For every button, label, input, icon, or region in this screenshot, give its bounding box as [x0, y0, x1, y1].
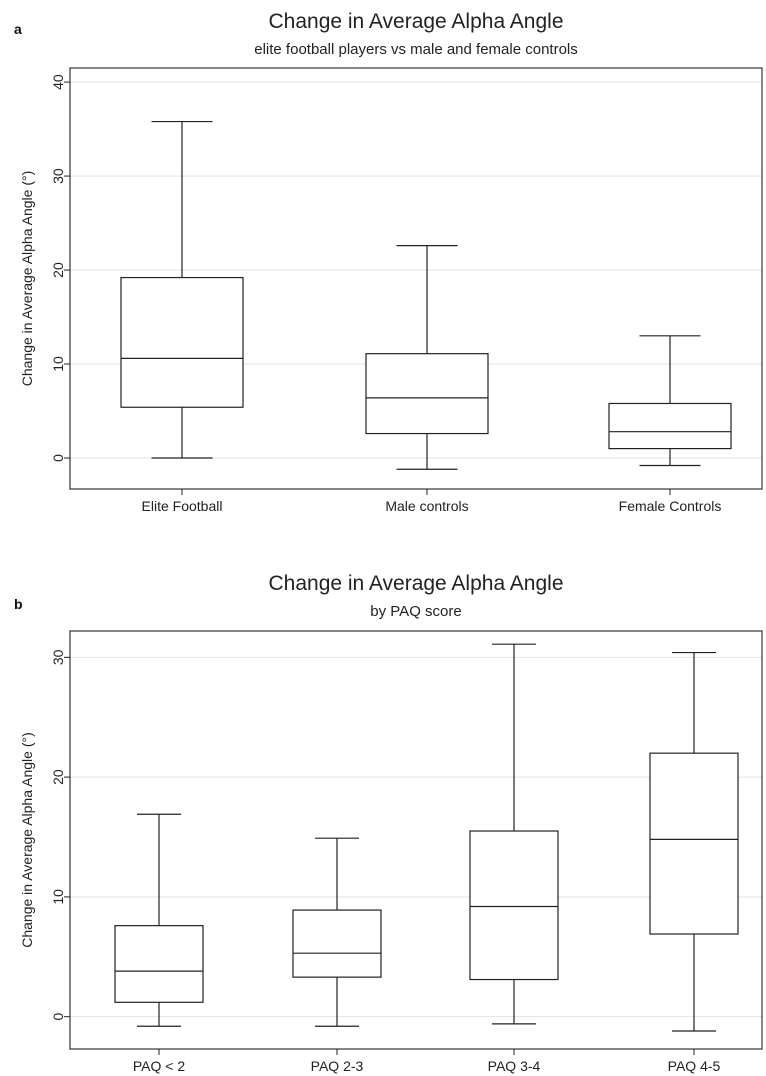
box-iqr — [649, 752, 739, 935]
box-iqr — [365, 353, 489, 435]
y-tick-label: 0 — [50, 1013, 66, 1021]
box-3: PAQ 4-5 — [649, 651, 739, 1074]
box-iqr — [469, 830, 559, 981]
box-0: PAQ < 2 — [114, 813, 204, 1074]
box-iqr — [292, 909, 382, 978]
box-iqr — [120, 276, 244, 408]
plot-frame — [69, 630, 763, 1050]
y-tick-label: 10 — [50, 889, 66, 905]
box-1: Male controls — [365, 245, 489, 514]
chart-subtitle: by PAQ score — [370, 603, 461, 620]
box-2: PAQ 3-4 — [469, 643, 559, 1074]
chart-panel-a: a Change in Average Alpha Angle elite foot… — [14, 10, 763, 514]
y-axis-label: Change in Average Alpha Angle (°) — [19, 171, 35, 387]
y-tick-label: 0 — [50, 454, 66, 462]
chart-title: Change in Average Alpha Angle — [268, 10, 563, 33]
panel-label: a — [14, 21, 22, 37]
x-category-label: Male controls — [385, 498, 468, 514]
chart-title: Change in Average Alpha Angle — [268, 572, 563, 595]
x-category-label: PAQ < 2 — [133, 1058, 185, 1074]
y-tick-label: 30 — [50, 649, 66, 665]
x-category-label: PAQ 3-4 — [488, 1058, 541, 1074]
box-2: Female Controls — [608, 335, 732, 514]
panel-label: b — [14, 596, 23, 612]
box-iqr — [608, 402, 732, 450]
x-category-label: Female Controls — [619, 498, 722, 514]
box-iqr — [114, 925, 204, 1003]
y-axis-label: Change in Average Alpha Angle (°) — [19, 732, 35, 948]
y-tick-label: 40 — [50, 74, 66, 90]
y-tick-label: 30 — [50, 168, 66, 184]
x-category-label: PAQ 2-3 — [311, 1058, 364, 1074]
chart-subtitle: elite football players vs male and femal… — [254, 41, 578, 58]
chart-panel-b: b Change in Average Alpha Angle by PAQ sco… — [14, 572, 763, 1074]
plot-frame — [69, 67, 763, 490]
box-1: PAQ 2-3 — [292, 837, 382, 1074]
x-category-label: Elite Football — [142, 498, 223, 514]
y-tick-label: 10 — [50, 356, 66, 372]
y-tick-label: 20 — [50, 262, 66, 278]
y-tick-label: 20 — [50, 769, 66, 785]
x-category-label: PAQ 4-5 — [668, 1058, 721, 1074]
box-0: Elite Football — [120, 120, 244, 514]
